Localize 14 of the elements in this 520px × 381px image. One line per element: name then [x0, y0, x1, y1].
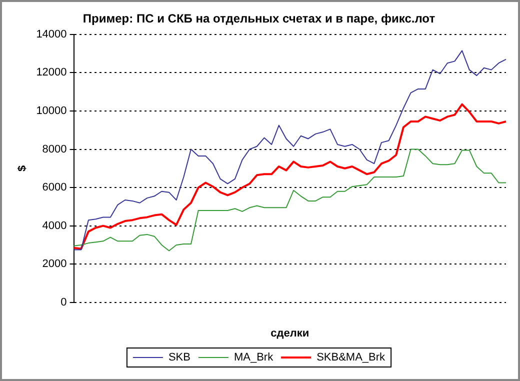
- legend-label: MA_Brk: [234, 352, 274, 364]
- y-tick-label: 8000: [42, 143, 67, 156]
- chart-title: Пример: ПС и СКБ на отдельных счетах и в паре, фикс.лот: [82, 12, 436, 26]
- y-tick-label: 10000: [36, 105, 67, 118]
- y-tick-label: 12000: [36, 66, 67, 79]
- y-tick-label: 0: [60, 296, 67, 308]
- y-tick-label: 14000: [36, 28, 67, 40]
- y-tick-label: 2000: [42, 258, 67, 270]
- legend-label: SKB&MA_Brk: [316, 352, 386, 364]
- y-tick-label: 4000: [42, 220, 67, 232]
- x-axis-title: сделки: [270, 327, 310, 340]
- y-tick-label: 6000: [42, 182, 67, 194]
- y-axis-title: $: [16, 165, 29, 172]
- legend-label: SKB: [168, 352, 190, 364]
